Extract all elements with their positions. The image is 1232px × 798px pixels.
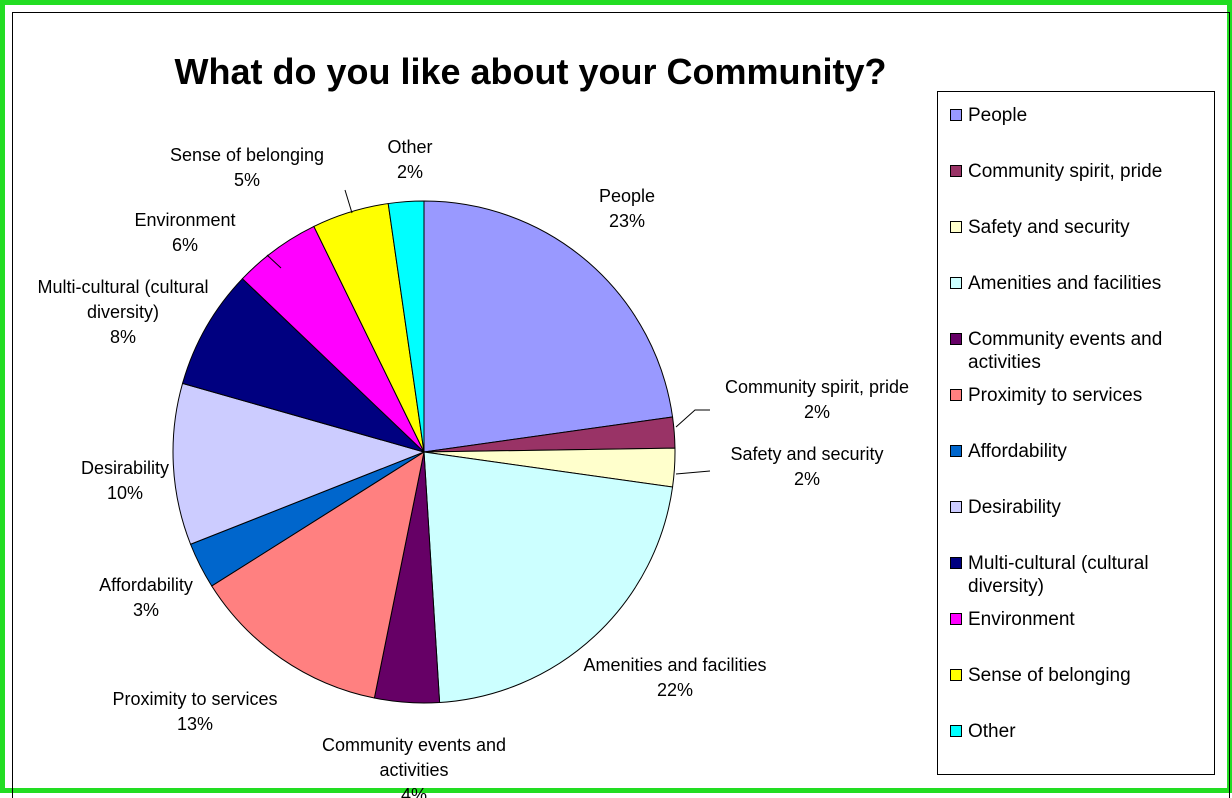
data-label-affordability: Affordability 3% [99,575,193,620]
legend-item-proximity-to-services: Proximity to services [950,384,1210,407]
legend-item-desirability: Desirability [950,496,1210,519]
leader-line-community-spirit-pride [675,409,710,428]
legend-label: Sense of belonging [968,665,1131,686]
leader-line-environment [266,254,282,269]
data-label-other: Other 2% [387,137,432,182]
data-label-proximity-to-services: Proximity to services 13% [112,689,277,734]
data-label-desirability: Desirability 10% [81,458,169,503]
pie-slice-other [387,200,425,453]
chart-area: People 23% Community spirit, pride 2% Safety… [12,12,1230,798]
leader-line-sense-of-belonging [344,189,353,214]
legend-label: Proximity to services [968,385,1143,406]
legend-label: Desirability [968,497,1061,518]
legend-label: Community events and activities [968,329,1163,373]
legend-swatch [950,277,962,289]
legend-item-other: Other [950,720,1210,743]
legend-label: Multi-cultural (cultural diversity) [968,553,1149,597]
legend-label: Environment [968,609,1075,630]
pie-slice-people [423,200,674,453]
legend-swatch [950,557,962,569]
data-label-community-events-and-activities: Community events and activities 4% [322,735,506,798]
legend-swatch [950,389,962,401]
legend-label: Affordability [968,441,1067,462]
legend-swatch [950,501,962,513]
legend-swatch [950,445,962,457]
legend-swatch [950,613,962,625]
legend: People Community spirit, pride Safety and … [937,91,1215,775]
pie-slice-amenities-and-facilities [423,451,674,704]
data-label-safety-and-security: Safety and security 2% [730,444,883,489]
legend-swatch [950,221,962,233]
legend-swatch [950,109,962,121]
legend-swatch [950,725,962,737]
legend-item-multi-cultural-cultural-diversity: Multi-cultural (cultural diversity) [950,552,1210,598]
pie-chart: People 23% Community spirit, pride 2% Safety… [37,137,909,798]
legend-label: Amenities and facilities [968,273,1162,294]
legend-item-environment: Environment [950,608,1210,631]
legend-item-affordability: Affordability [950,440,1210,463]
data-label-community-spirit-pride: Community spirit, pride 2% [725,377,909,422]
pie-slice-multi-cultural-cultural-diversity [181,277,425,453]
legend-item-amenities-and-facilities: Amenities and facilities [950,272,1210,295]
data-label-multi-cultural-cultural-diversity: Multi-cultural (cultural diversity) 8% [37,277,208,347]
legend-swatch [950,669,962,681]
data-label-sense-of-belonging: Sense of belonging 5% [170,145,324,190]
legend-item-community-events-and-activities: Community events and activities [950,328,1210,374]
data-label-environment: Environment 6% [134,210,235,255]
legend-label: Safety and security [968,217,1130,238]
legend-swatch [950,333,962,345]
legend-item-community-spirit-pride: Community spirit, pride [950,160,1210,183]
legend-swatch [950,165,962,177]
legend-item-safety-and-security: Safety and security [950,216,1210,239]
pie-slice-proximity-to-services [211,450,425,699]
data-label-people: People 23% [599,186,655,231]
legend-label: Community spirit, pride [968,161,1163,182]
legend-item-people: People [950,104,1210,127]
legend-item-sense-of-belonging: Sense of belonging [950,664,1210,687]
legend-label: Other [968,721,1016,742]
leader-line-safety-and-security [675,470,711,475]
legend-label: People [968,105,1028,126]
data-label-amenities-and-facilities: Amenities and facilities 22% [583,655,766,700]
chart-title: What do you like about your Community? [174,51,887,92]
pie-slice-desirability [172,382,426,545]
